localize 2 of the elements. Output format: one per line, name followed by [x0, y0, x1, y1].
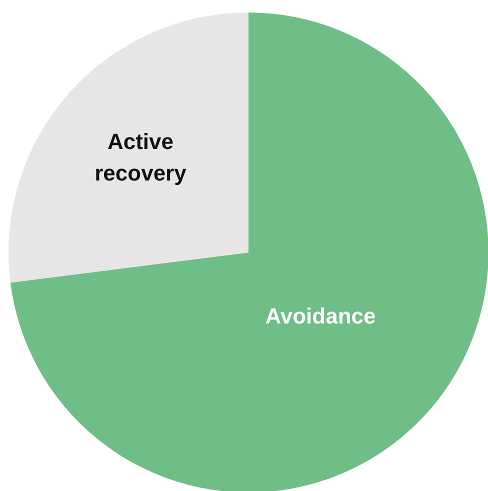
slice-label: Active recovery: [94, 129, 188, 186]
slice-label: Avoidance: [265, 303, 376, 328]
